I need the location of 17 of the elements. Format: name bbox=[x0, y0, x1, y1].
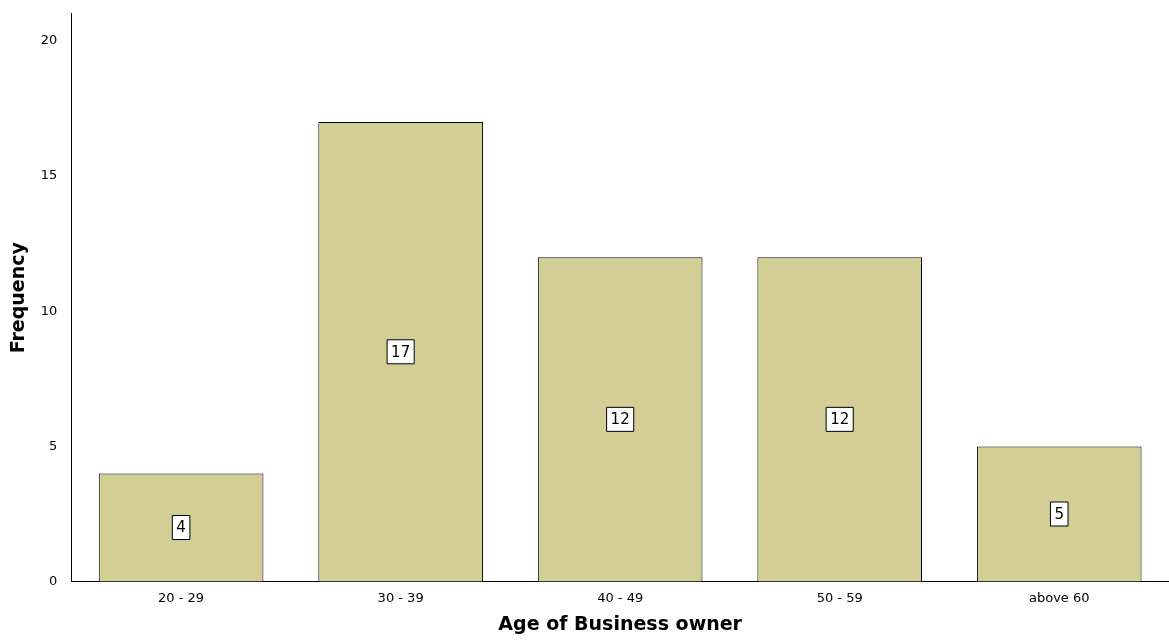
x-tick-label: 30 - 39 bbox=[377, 589, 424, 605]
data-label: 12 bbox=[830, 410, 850, 429]
y-axis-title: Frequency bbox=[6, 241, 29, 354]
x-tick-label: 20 - 29 bbox=[158, 589, 205, 605]
data-label: 12 bbox=[610, 410, 630, 429]
x-axis-title: Age of Business owner bbox=[498, 611, 743, 634]
y-tick-label: 5 bbox=[49, 437, 58, 453]
y-tick-label: 20 bbox=[40, 32, 58, 48]
y-tick-label: 0 bbox=[49, 572, 58, 588]
x-tick-label: 50 - 59 bbox=[816, 589, 863, 605]
x-tick-label: above 60 bbox=[1028, 589, 1090, 605]
data-label: 17 bbox=[391, 342, 411, 361]
y-tick-label: 10 bbox=[40, 302, 58, 318]
data-label: 5 bbox=[1054, 504, 1065, 523]
y-tick-label: 15 bbox=[40, 167, 58, 183]
x-tick-label: 40 - 49 bbox=[597, 589, 644, 605]
data-label: 4 bbox=[176, 518, 186, 537]
